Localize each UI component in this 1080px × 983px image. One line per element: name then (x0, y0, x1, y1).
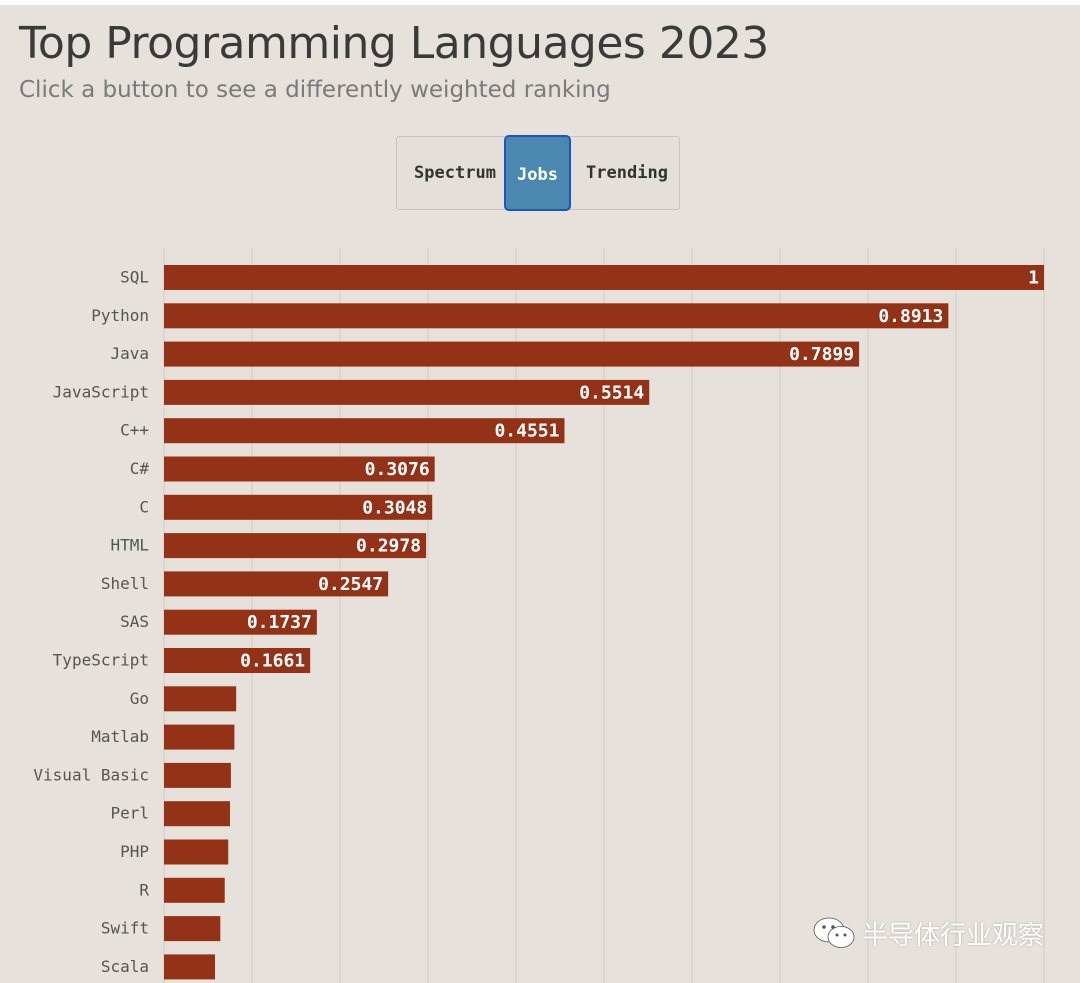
value-label: 0.3048 (362, 497, 427, 518)
category-label: JavaScript (53, 382, 149, 401)
page-title: Top Programming Languages 2023 (19, 18, 769, 69)
category-label: Perl (110, 804, 149, 823)
bar-swift (164, 916, 221, 942)
ranking-button-group: Spectrum Trending Jobs (396, 135, 680, 211)
bar-c- (164, 418, 565, 444)
value-label: 0.2978 (356, 536, 421, 557)
gridlines (163, 248, 1045, 983)
category-label: C (139, 497, 149, 516)
value-label: 0.5514 (579, 382, 644, 403)
category-label: PHP (120, 842, 149, 861)
bar-scala (164, 954, 216, 980)
value-label: 0.1737 (247, 612, 312, 633)
wechat-icon (813, 917, 855, 948)
bar-c- (164, 456, 435, 482)
top-edge (0, 0, 1080, 5)
value-label: 0.7899 (789, 344, 854, 365)
category-label: C# (130, 459, 150, 478)
value-label: 0.8913 (878, 306, 943, 327)
bar-matlab (164, 724, 235, 750)
category-label: R (139, 880, 149, 899)
category-label: Python (91, 306, 149, 325)
category-label: HTML (110, 536, 149, 555)
bar-go (164, 686, 237, 712)
bar-visual-basic (164, 762, 231, 788)
value-label: 0.2547 (318, 574, 383, 595)
value-label: 0.3076 (365, 459, 430, 480)
category-label: Matlab (91, 727, 149, 746)
bar-python (164, 303, 949, 329)
value-label: 0.4551 (494, 421, 559, 442)
bar-shell (164, 571, 389, 597)
page-subtitle: Click a button to see a differently weig… (19, 77, 611, 103)
bar-typescript (164, 648, 311, 673)
bar-sql (164, 265, 1044, 290)
bar-c (164, 494, 433, 520)
category-label: Go (130, 689, 149, 708)
category-label: C++ (120, 421, 149, 440)
category-label: Shell (101, 574, 149, 593)
category-label: Visual Basic (33, 765, 149, 784)
category-label: SAS (120, 612, 149, 631)
bar-sas (164, 609, 317, 635)
bar-php (164, 839, 229, 865)
bar-javascript (164, 379, 650, 405)
spectrum-button[interactable]: Spectrum (414, 163, 496, 183)
bar-perl (164, 801, 230, 827)
trending-button[interactable]: Trending (586, 163, 668, 183)
watermark-text: 半导体行业观察 (862, 920, 1045, 951)
bar-r (164, 877, 225, 903)
jobs-button[interactable]: Jobs (504, 135, 571, 211)
category-label: Scala (101, 957, 149, 976)
category-label: Java (110, 344, 149, 363)
category-label: TypeScript (53, 651, 149, 670)
value-label: 0.1661 (240, 651, 305, 672)
category-label: Swift (101, 919, 149, 938)
bar-html (164, 533, 427, 559)
value-label: 1 (1028, 268, 1039, 289)
category-label: SQL (120, 268, 149, 287)
bar-java (164, 341, 860, 367)
watermark: 半导体行业观察 (812, 913, 1044, 953)
